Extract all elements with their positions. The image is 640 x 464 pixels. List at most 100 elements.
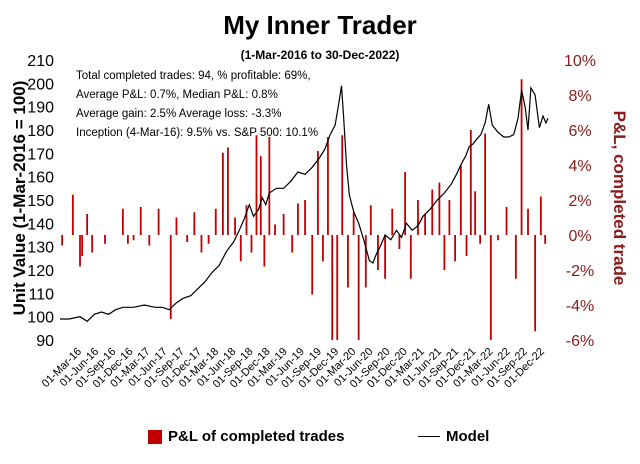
- y-axis-right-label: P&L, completed trade: [610, 111, 629, 286]
- pnl-bar: [514, 235, 517, 279]
- pnl-bar: [391, 208, 394, 235]
- pnl-bar: [448, 200, 451, 235]
- legend-bar-label: P&L of completed trades: [168, 428, 345, 445]
- pnl-bar: [148, 235, 151, 246]
- pnl-bar: [527, 208, 529, 235]
- pnl-bar: [454, 235, 457, 262]
- legend-bar-swatch: [148, 429, 162, 444]
- pnl-bar: [384, 235, 386, 279]
- pnl-bar: [377, 235, 379, 270]
- pnl-bar: [291, 235, 294, 253]
- pnl-bar: [417, 200, 419, 235]
- pnl-bar: [259, 156, 262, 235]
- y-right-tick-label: -4%: [566, 298, 594, 315]
- annotation-line: Inception (4-Mar-16): 9.5% vs. S&P 500: …: [76, 127, 319, 139]
- pnl-bar: [169, 235, 172, 319]
- annotation-line: Total completed trades: 94, % profitable…: [76, 70, 311, 82]
- pnl-bar: [317, 151, 319, 235]
- y-left-tick-label: 200: [27, 76, 54, 93]
- y-left-tick-label: 150: [27, 193, 54, 210]
- pnl-bar: [297, 203, 299, 235]
- pnl-bar: [404, 172, 407, 235]
- pnl-bar: [268, 137, 271, 235]
- y-left-tick-label: 210: [27, 53, 54, 70]
- y-axis-left-label: Unit Value (1-Mar-2016 = 100): [10, 81, 29, 316]
- pnl-bar: [207, 235, 210, 244]
- pnl-bar: [234, 217, 236, 235]
- pnl-bar: [369, 205, 372, 235]
- y-left-tick-label: 160: [27, 170, 54, 187]
- pnl-bar: [79, 235, 81, 267]
- y-left-tick-label: 120: [27, 263, 54, 280]
- legend-line: Model: [418, 428, 489, 445]
- pnl-bar: [431, 189, 434, 235]
- pnl-bar: [364, 235, 367, 288]
- pnl-bar: [227, 147, 229, 235]
- pnl-bar: [157, 208, 160, 235]
- pnl-bar: [544, 235, 547, 244]
- pnl-bar: [539, 196, 542, 235]
- y-left-tick-label: 130: [27, 240, 54, 257]
- y-right-tick-label: 8%: [568, 88, 591, 105]
- pnl-bar: [86, 214, 89, 235]
- annotation-line: Average gain: 2.5% Average loss: -3.3%: [76, 108, 282, 120]
- legend-bars: P&L of completed trades: [148, 428, 344, 445]
- pnl-bar: [91, 235, 94, 253]
- pnl-bar: [352, 212, 355, 235]
- pnl-bar: [438, 182, 441, 235]
- pnl-bar: [497, 235, 499, 241]
- pnl-bar: [239, 235, 242, 262]
- pnl-bar: [474, 191, 477, 235]
- pnl-bar: [479, 235, 482, 244]
- pnl-bar: [175, 217, 178, 235]
- pnl-bar: [263, 235, 266, 267]
- pnl-bar: [465, 235, 468, 256]
- pnl-bar: [61, 235, 64, 246]
- pnl-bar: [336, 235, 339, 340]
- annotation-line: Average P&L: 0.7%, Median P&L: 0.8%: [76, 89, 278, 101]
- pnl-bar: [132, 235, 135, 241]
- pnl-bar: [255, 135, 258, 235]
- pnl-bar: [71, 194, 74, 235]
- pnl-bar: [193, 212, 196, 235]
- y-right-tick-label: 6%: [568, 123, 591, 140]
- pnl-bar: [126, 235, 129, 244]
- legend-line-label: Model: [446, 428, 490, 445]
- pnl-bar: [222, 152, 224, 235]
- stats-annotations: Total completed trades: 94, % profitable…: [76, 67, 318, 143]
- pnl-bar: [443, 235, 446, 270]
- pnl-bar: [104, 235, 106, 244]
- y-left-tick-label: 140: [27, 216, 54, 233]
- y-left-tick-label: 180: [27, 123, 54, 140]
- pnl-bar: [282, 214, 285, 235]
- y-right-tick-label: 10%: [564, 53, 596, 70]
- pnl-bar: [459, 165, 462, 235]
- y-right-tick-label: -2%: [566, 263, 594, 280]
- pnl-bar: [489, 235, 492, 340]
- y-right-tick-label: 4%: [568, 158, 591, 175]
- pnl-bar: [311, 235, 314, 295]
- model-line: [60, 85, 549, 323]
- y-right-tick-label: 2%: [568, 193, 591, 210]
- pnl-bar: [347, 235, 349, 288]
- y-left-tick-label: 170: [27, 146, 54, 163]
- pnl-bar: [274, 224, 276, 235]
- pnl-bar: [200, 235, 203, 253]
- pnl-bar: [505, 207, 508, 235]
- y-left-tick-label: 100: [27, 310, 54, 327]
- pnl-bar: [398, 235, 401, 249]
- pnl-bar: [357, 235, 360, 340]
- y-right-tick-label: 0%: [568, 228, 591, 245]
- y-left-tick-label: 110: [28, 286, 54, 303]
- chart-subtitle: (1-Mar-2016 to 30-Dec-2022): [240, 48, 400, 62]
- pnl-bar: [139, 207, 142, 235]
- pnl-bar: [322, 235, 324, 262]
- pnl-bar: [331, 235, 334, 340]
- chart-title: My Inner Trader: [223, 10, 417, 40]
- pnl-bar: [327, 137, 329, 235]
- y-right-tick-label: -6%: [566, 333, 594, 350]
- legend-line-swatch: [418, 436, 440, 437]
- pnl-bar: [469, 130, 472, 235]
- pnl-bar: [81, 235, 84, 256]
- y-left-tick-label: 90: [36, 333, 54, 350]
